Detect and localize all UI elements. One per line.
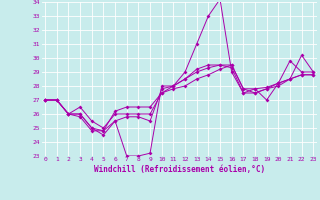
- X-axis label: Windchill (Refroidissement éolien,°C): Windchill (Refroidissement éolien,°C): [94, 165, 265, 174]
